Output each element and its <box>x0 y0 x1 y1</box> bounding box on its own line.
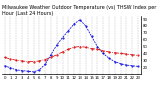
Text: Milwaukee Weather Outdoor Temperature (vs) THSW Index per Hour (Last 24 Hours): Milwaukee Weather Outdoor Temperature (v… <box>2 5 156 16</box>
